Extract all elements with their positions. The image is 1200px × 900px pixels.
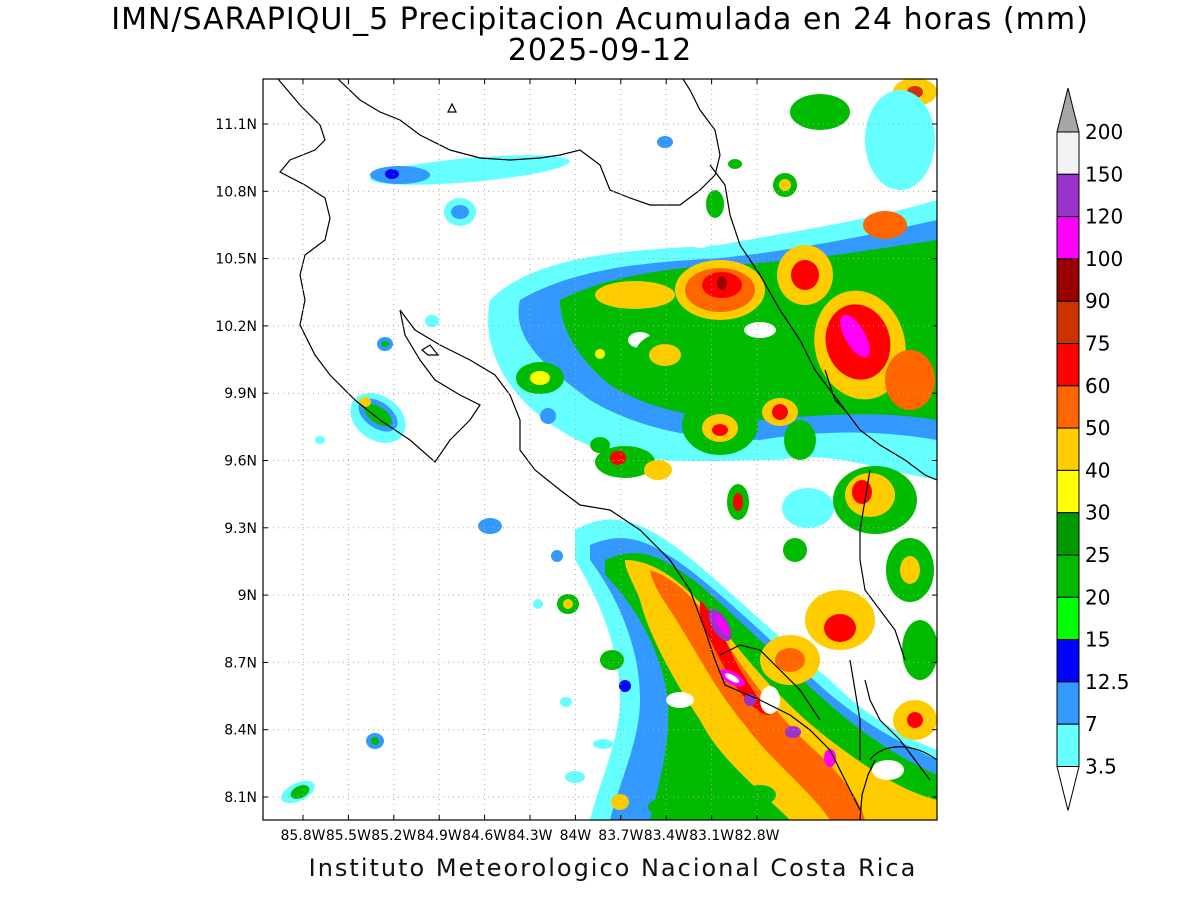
legend-label: 75 [1085, 332, 1110, 356]
legend-color-box [1056, 427, 1080, 471]
latitude-tick-label: 10.8N [215, 184, 257, 200]
longitude-tick-label: 85.2W [371, 828, 416, 844]
longitude-tick-label: 85.8W [280, 828, 325, 844]
coastlines [277, 79, 937, 820]
longitude-tick-label: 85.5W [326, 828, 371, 844]
legend-over-triangle [1056, 87, 1080, 133]
legend-color-box [1056, 554, 1080, 598]
legend-color-box [1056, 723, 1080, 768]
precipitation-field [281, 79, 937, 820]
latitude-tick-label: 9N [238, 588, 257, 604]
legend-label: 40 [1085, 458, 1110, 482]
legend-color-box [1056, 385, 1080, 429]
longitude-labels: 85.8W 85.5W 85.2W 84.9W 84.6W 84.3W 84W 83.7W 83… [280, 828, 779, 844]
legend-label: 7 [1085, 712, 1098, 736]
legend-color-box [1056, 681, 1080, 725]
longitude-tick-label: 82.8W [734, 828, 779, 844]
legend-label: 3.5 [1085, 755, 1117, 779]
latitude-tick-label: 9.3N [224, 521, 257, 537]
longitude-tick-label: 83.7W [598, 828, 643, 844]
legend-label: 120 [1085, 205, 1123, 229]
legend-label: 20 [1085, 585, 1110, 609]
longitude-tick-label: 84W [560, 828, 592, 844]
legend-label: 25 [1085, 543, 1110, 567]
latitude-tick-label: 9.9N [224, 386, 257, 402]
latitude-tick-label: 11.1N [215, 117, 257, 133]
credit-footer: Instituto Meteorologico Nacional Costa R… [308, 854, 918, 882]
legend-label: 50 [1085, 416, 1110, 440]
longitude-tick-label: 84.6W [462, 828, 507, 844]
latitude-tick-label: 10.2N [215, 319, 257, 335]
legend-label: 100 [1085, 247, 1123, 271]
longitude-tick-label: 84.3W [507, 828, 552, 844]
legend-label: 200 [1085, 120, 1123, 144]
legend-color-box [1056, 300, 1080, 345]
latitude-tick-label: 8.4N [224, 723, 257, 739]
latitude-labels: 11.1N 10.8N 10.5N 10.2N 9.9N 9.6N 9.3N 9N 8.7N 8.… [215, 117, 257, 806]
legend-color-box [1056, 173, 1080, 218]
longitude-tick-label: 83.4W [644, 828, 689, 844]
legend-label: 30 [1085, 501, 1110, 525]
latitude-tick-label: 10.5N [215, 252, 257, 268]
latitude-tick-label: 8.7N [224, 655, 257, 671]
axis-ticks [263, 79, 937, 820]
legend-color-box [1056, 512, 1080, 556]
graticule [263, 79, 937, 820]
legend-color-box [1056, 469, 1080, 514]
legend-color-box [1056, 343, 1080, 387]
legend-label: 150 [1085, 162, 1123, 186]
map-frame [262, 78, 938, 821]
map-date: 2025-09-12 [507, 33, 693, 68]
longitude-tick-label: 84.9W [417, 828, 462, 844]
legend-label: 60 [1085, 374, 1110, 398]
legend-color-box [1056, 258, 1080, 302]
legend-color-box [1056, 216, 1080, 260]
map-title: IMN/SARAPIQUI_5 Precipitacion Acumulada … [111, 2, 1089, 37]
latitude-tick-label: 8.1N [224, 790, 257, 806]
legend-under-triangle [1056, 766, 1080, 811]
legend-color-box [1056, 596, 1080, 641]
longitude-tick-label: 83.1W [689, 828, 734, 844]
legend-label: 12.5 [1085, 670, 1130, 694]
legend-label: 90 [1085, 289, 1110, 313]
legend-label: 15 [1085, 628, 1110, 652]
latitude-tick-label: 9.6N [224, 454, 257, 470]
legend-color-box [1056, 131, 1080, 175]
legend-color-box [1056, 639, 1080, 683]
